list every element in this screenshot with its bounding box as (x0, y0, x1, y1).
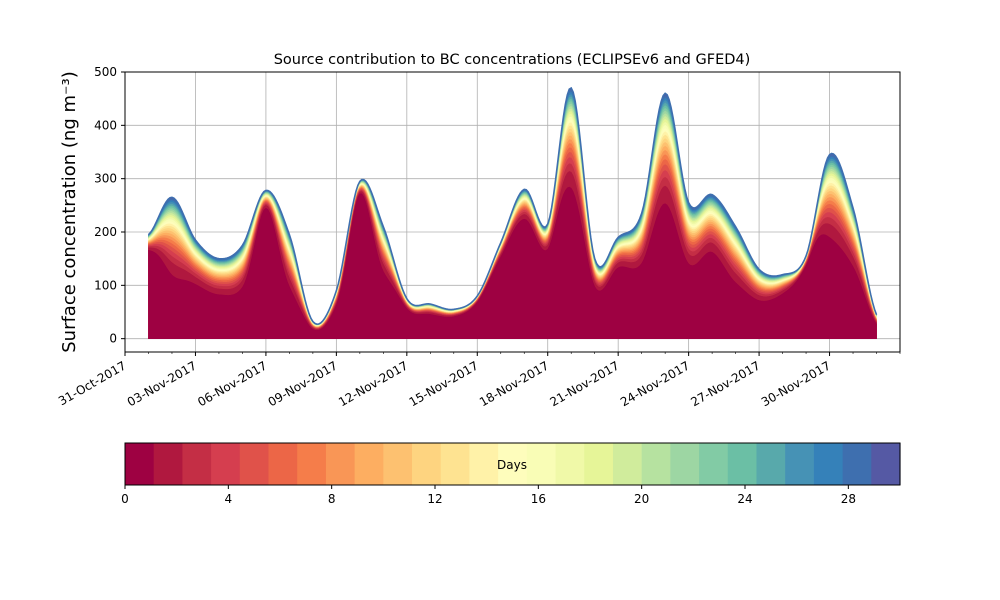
y-tick-label: 300 (94, 172, 117, 186)
x-tick-label: 27-Nov-2017 (688, 358, 762, 409)
colorbar-tick-label: 12 (427, 492, 442, 506)
colorbar-tick-label: 0 (121, 492, 129, 506)
colorbar-swatch (813, 443, 844, 485)
colorbar-swatch (325, 443, 356, 485)
age-band-area (148, 186, 877, 339)
y-axis-label: Surface concentration (ng m⁻³) (59, 71, 80, 353)
colorbar-swatch (526, 443, 557, 485)
colorbar-swatch (125, 443, 155, 485)
colorbar-swatch (211, 443, 241, 485)
x-tick-label: 09-Nov-2017 (266, 358, 340, 409)
colorbar-tick-label: 24 (737, 492, 752, 506)
colorbar-swatch (268, 443, 298, 485)
y-tick-label: 400 (94, 118, 117, 132)
colorbar-swatch (555, 443, 585, 485)
plot-frame (124, 71, 901, 353)
colorbar-swatch (756, 443, 786, 485)
colorbar-swatch (727, 443, 758, 485)
colorbar-tick-label: 4 (225, 492, 233, 506)
chart-title: Source contribution to BC concentrations… (274, 52, 751, 68)
x-tick-label: 31-Oct-2017 (56, 358, 128, 408)
colorbar-swatch (383, 443, 413, 485)
colorbar-swatch (612, 443, 643, 485)
colorbar-swatch (239, 443, 270, 485)
colorbar-swatch (412, 443, 442, 485)
x-axis: 31-Oct-201703-Nov-201706-Nov-201709-Nov-… (56, 352, 901, 409)
colorbar-tick-label: 16 (531, 492, 546, 506)
y-axis: 0 100 200 300 400 500 (94, 65, 125, 346)
colorbar-swatch (153, 443, 183, 485)
y-tick-label: 200 (94, 225, 117, 239)
x-tick-label: 15-Nov-2017 (407, 358, 481, 409)
area-layer (147, 86, 878, 339)
y-tick-label: 500 (94, 65, 117, 79)
colorbar-swatch (584, 443, 614, 485)
total-line (147, 86, 878, 325)
colorbar-frame (124, 442, 901, 486)
colorbar-tick-label: 28 (841, 492, 856, 506)
colorbar-tick-label: 8 (328, 492, 336, 506)
x-tick-label: 21-Nov-2017 (547, 358, 621, 409)
y-tick-label: 0 (109, 332, 117, 346)
x-tick-label: 12-Nov-2017 (336, 358, 410, 409)
x-tick-label: 03-Nov-2017 (125, 358, 199, 409)
colorbar-swatch (699, 443, 729, 485)
x-tick-label: 30-Nov-2017 (759, 358, 833, 409)
colorbar-tick-label: 20 (634, 492, 649, 506)
y-tick-label: 100 (94, 278, 117, 292)
colorbar-swatch (182, 443, 212, 485)
colorbar (125, 443, 901, 485)
colorbar-swatch (842, 443, 872, 485)
colorbar-swatch (440, 443, 471, 485)
colorbar-swatch (871, 443, 901, 485)
colorbar-label: Days (497, 458, 527, 472)
x-tick-label: 06-Nov-2017 (195, 358, 269, 409)
x-tick-label: 24-Nov-2017 (618, 358, 692, 409)
colorbar-swatch (641, 443, 671, 485)
colorbar-swatch (297, 443, 327, 485)
colorbar-swatch (498, 443, 528, 485)
colorbar-swatch (785, 443, 815, 485)
colorbar-swatch (354, 443, 384, 485)
colorbar-swatch (670, 443, 700, 485)
colorbar-ticks: 0 4 8 12 16 20 24 28 (121, 485, 856, 506)
colorbar-swatch (469, 443, 499, 485)
x-tick-label: 18-Nov-2017 (477, 358, 551, 409)
